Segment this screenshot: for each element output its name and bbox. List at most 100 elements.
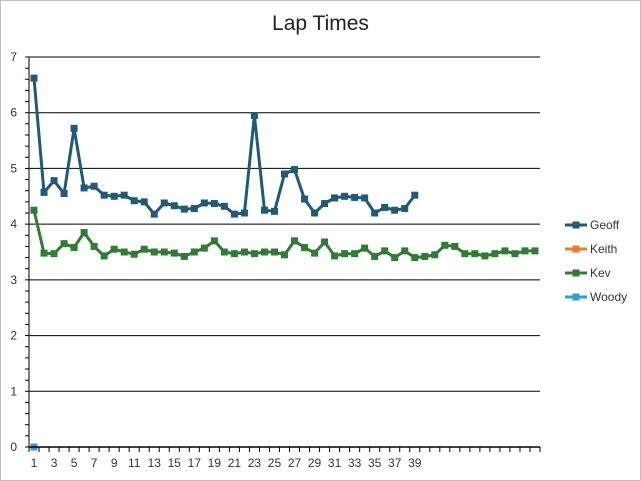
data-point-kev <box>40 249 48 257</box>
data-point-geoff <box>90 182 98 190</box>
data-point-kev <box>281 251 288 259</box>
x-tick-label: 19 <box>208 456 222 470</box>
x-tick-label: 33 <box>348 456 362 470</box>
data-point-kev <box>431 251 439 259</box>
data-point-kev <box>110 245 118 253</box>
data-point-kev <box>250 250 258 258</box>
data-point-kev <box>491 250 499 258</box>
data-point-geoff <box>381 203 389 211</box>
x-tick-label: 3 <box>51 456 58 470</box>
data-point-geoff <box>371 209 379 217</box>
data-point-kev <box>30 206 38 214</box>
data-point-kev <box>180 252 188 260</box>
x-tick-label: 17 <box>188 456 202 470</box>
data-point-geoff <box>270 207 278 215</box>
data-point-geoff <box>391 206 399 214</box>
x-tick-label: 23 <box>248 456 262 470</box>
data-point-geoff <box>341 192 349 200</box>
data-point-geoff <box>250 112 258 119</box>
data-point-kev <box>100 252 108 260</box>
data-point-kev <box>411 254 419 262</box>
data-point-geoff <box>40 188 48 196</box>
data-point-geoff <box>190 205 198 213</box>
data-point-kev <box>471 250 479 258</box>
data-point-kev <box>160 248 168 256</box>
legend-marker-geoff <box>572 221 580 229</box>
data-point-kev <box>351 250 359 258</box>
data-point-kev <box>90 242 98 250</box>
x-tick-label: 37 <box>388 456 402 470</box>
x-tick-label: 35 <box>368 456 382 470</box>
data-point-geoff <box>321 200 329 208</box>
data-point-kev <box>501 247 509 255</box>
data-point-kev <box>481 252 489 260</box>
data-point-geoff <box>291 166 299 174</box>
data-point-kev <box>120 248 128 256</box>
y-tick-label: 3 <box>10 273 17 287</box>
data-point-kev <box>511 250 519 258</box>
series-line-kev <box>32 209 535 260</box>
data-point-geoff <box>240 209 248 217</box>
data-point-kev <box>401 247 409 255</box>
data-point-kev <box>381 247 389 255</box>
data-point-geoff <box>200 199 208 207</box>
data-point-geoff <box>411 191 419 199</box>
data-point-geoff <box>110 192 118 200</box>
data-point-geoff <box>160 199 168 207</box>
x-tick-label: 11 <box>128 456 141 470</box>
data-point-geoff <box>70 124 78 132</box>
data-point-geoff <box>150 210 158 218</box>
x-tick-label: 27 <box>288 456 302 470</box>
x-tick-label: 5 <box>71 456 78 470</box>
y-tick-label: 2 <box>10 329 17 343</box>
data-point-kev <box>341 250 349 258</box>
x-tick-label: 39 <box>408 456 422 470</box>
data-point-kev <box>130 250 138 258</box>
data-point-geoff <box>230 210 238 218</box>
x-tick-label: 25 <box>268 456 282 470</box>
data-point-kev <box>80 229 88 236</box>
data-point-kev <box>361 244 369 252</box>
data-point-geoff <box>331 194 339 202</box>
data-point-kev <box>421 252 429 260</box>
data-point-kev <box>321 238 329 246</box>
x-tick-label: 29 <box>308 456 322 470</box>
data-point-kev <box>461 250 469 258</box>
x-tick-label: 31 <box>328 456 342 470</box>
data-point-geoff <box>220 202 228 210</box>
x-tick-label: 13 <box>148 456 162 470</box>
data-point-kev <box>301 244 309 252</box>
legend-label-geoff: Geoff <box>590 218 620 232</box>
data-point-kev <box>451 242 459 250</box>
data-point-geoff <box>281 170 288 178</box>
data-point-geoff <box>301 195 309 203</box>
data-point-kev <box>170 249 178 257</box>
data-point-geoff <box>80 184 88 192</box>
series-line-geoff <box>32 78 416 216</box>
y-tick-label: 4 <box>10 217 17 231</box>
data-point-geoff <box>311 209 319 217</box>
x-tick-label: 15 <box>168 456 182 470</box>
data-point-kev <box>70 244 78 252</box>
y-tick-label: 5 <box>10 161 17 175</box>
data-point-kev <box>210 237 218 245</box>
data-point-kev <box>391 254 399 262</box>
data-point-geoff <box>60 190 68 197</box>
data-point-kev <box>140 245 148 253</box>
data-point-geoff <box>30 74 38 82</box>
legend-marker-keith <box>572 245 580 253</box>
y-tick-label: 7 <box>10 50 17 64</box>
data-point-geoff <box>170 202 178 210</box>
data-point-kev <box>531 247 539 255</box>
legend-label-woody: Woody <box>590 290 627 304</box>
legend-marker-woody <box>572 293 580 301</box>
data-point-geoff <box>50 177 58 185</box>
data-point-kev <box>220 248 228 256</box>
data-point-geoff <box>210 200 218 208</box>
data-point-geoff <box>120 191 128 199</box>
data-point-geoff <box>180 205 188 213</box>
data-point-kev <box>230 250 238 258</box>
data-point-geoff <box>401 205 409 213</box>
